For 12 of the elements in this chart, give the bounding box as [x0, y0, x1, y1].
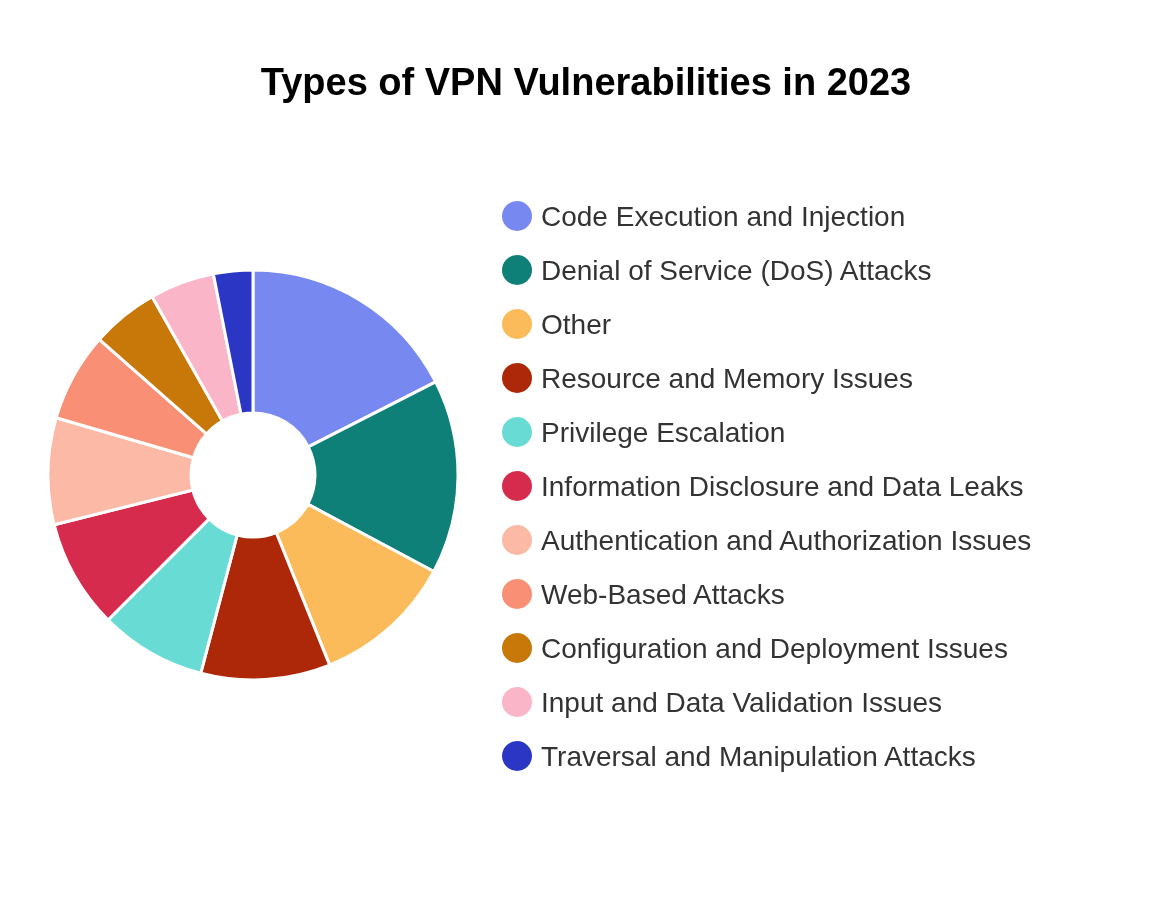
legend-label: Input and Data Validation Issues: [541, 687, 943, 718]
legend-label: Traversal and Manipulation Attacks: [541, 741, 976, 772]
chart-title: Types of VPN Vulnerabilities in 2023: [260, 61, 912, 103]
legend-label: Configuration and Deployment Issues: [541, 633, 1008, 664]
legend-label: Web-Based Attacks: [541, 579, 785, 610]
legend-label: Information Disclosure and Data Leaks: [541, 471, 1024, 502]
legend-label: Authentication and Authorization Issues: [541, 525, 1032, 556]
legend-label: Code Execution and Injection: [541, 201, 906, 232]
legend-label: Denial of Service (DoS) Attacks: [541, 255, 932, 286]
legend-label: Privilege Escalation: [541, 417, 786, 448]
legend-label: Resource and Memory Issues: [541, 363, 913, 394]
legend-label: Other: [541, 309, 612, 340]
